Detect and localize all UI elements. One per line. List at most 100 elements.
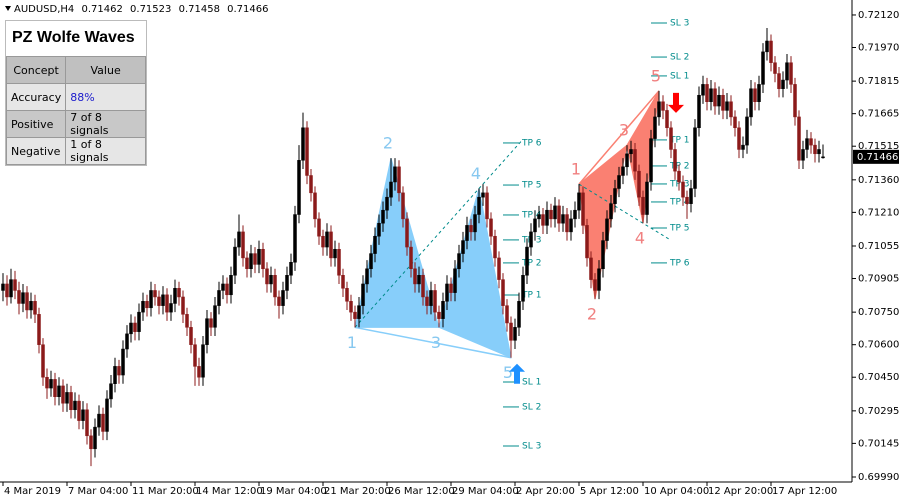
- candle-body: [505, 305, 509, 324]
- candle-body: [365, 268, 369, 285]
- candle-body: [813, 144, 817, 155]
- y-tick-label: 0.71665: [858, 109, 899, 120]
- candle-body: [637, 170, 641, 198]
- candle-body: [509, 322, 513, 341]
- candle-body: [453, 268, 457, 293]
- level-label: SL 1: [670, 71, 689, 81]
- candle-body: [161, 294, 165, 306]
- candle-body: [625, 153, 629, 168]
- candle-body: [573, 209, 577, 220]
- candle-body: [617, 175, 621, 189]
- open-value: 0.71462: [81, 4, 122, 15]
- candle-body: [37, 314, 41, 345]
- candle-body: [517, 301, 521, 328]
- candle-body: [141, 301, 145, 313]
- candle-body: [397, 166, 401, 194]
- candle-body: [665, 110, 669, 129]
- candle-body: [669, 127, 673, 150]
- candle-body: [493, 235, 497, 259]
- y-tick-label: 0.71055: [858, 241, 899, 252]
- candle-body: [765, 40, 769, 53]
- level-label: TP 1: [669, 135, 690, 145]
- candle-body: [5, 283, 9, 298]
- candle-body: [449, 283, 453, 293]
- candle-body: [33, 301, 37, 315]
- candle-body: [425, 296, 429, 306]
- candle-body: [9, 279, 13, 298]
- candle-body: [257, 248, 261, 265]
- candle-body: [785, 62, 789, 81]
- candle-body: [45, 376, 49, 389]
- level-label: SL 3: [522, 441, 541, 451]
- candle-body: [769, 40, 773, 63]
- x-tick-label: 19 Mar 04:00: [260, 486, 327, 497]
- y-tick-label: 0.70600: [858, 340, 899, 351]
- wave-base: [354, 326, 512, 359]
- candle-body: [501, 279, 505, 306]
- candle-body: [185, 314, 189, 328]
- high-value: 0.71523: [130, 4, 171, 15]
- candle-body: [417, 275, 421, 285]
- candle-body: [661, 101, 665, 111]
- menu-triangle[interactable]: [5, 6, 11, 11]
- x-tick-label: 2 Apr 20:00: [516, 486, 575, 497]
- candle-body: [21, 292, 25, 304]
- panel-title: PZ Wolfe Waves: [12, 29, 135, 46]
- low-value: 0.71458: [179, 4, 220, 15]
- candle-body: [797, 116, 801, 161]
- candle-body: [109, 383, 113, 400]
- candle-body: [269, 275, 273, 285]
- candle-body: [749, 88, 753, 118]
- symbol: AUDUSD,H4: [14, 4, 74, 15]
- candle-body: [73, 400, 77, 411]
- candle-body: [85, 409, 89, 437]
- candle-body: [429, 290, 433, 306]
- candle-body: [733, 116, 737, 129]
- candle-body: [773, 62, 777, 74]
- candle-body: [49, 379, 53, 389]
- candle-body: [273, 275, 277, 298]
- candle-body: [69, 392, 73, 411]
- chart-header: AUDUSD,H4 0.71462 0.71523 0.71458 0.7146…: [14, 4, 268, 15]
- candle-body: [325, 231, 329, 248]
- candle-body: [537, 214, 541, 220]
- candle-body: [177, 288, 181, 298]
- candle-body: [685, 196, 689, 204]
- candle-body: [709, 88, 713, 102]
- candle-body: [281, 290, 285, 306]
- candle-body: [753, 88, 757, 102]
- candle-body: [349, 301, 353, 313]
- candle-body: [213, 305, 217, 328]
- y-tick-label: 0.71360: [858, 175, 899, 186]
- candle-body: [225, 283, 229, 296]
- candle-body: [521, 275, 525, 302]
- value-cell: 88%: [65, 83, 146, 111]
- x-tick-label: 5 Apr 12:00: [580, 486, 639, 497]
- candle-body: [565, 214, 569, 233]
- candle-body: [221, 283, 225, 291]
- candle-body: [377, 222, 381, 237]
- candle-body: [25, 292, 29, 311]
- candle-body: [53, 379, 57, 397]
- candle-body: [569, 218, 573, 233]
- x-tick-label: 11 Mar 20:00: [132, 486, 199, 497]
- candle-body: [805, 138, 809, 150]
- y-tick-label: 0.71815: [858, 76, 899, 87]
- candle-body: [285, 275, 289, 291]
- candle-body: [361, 283, 365, 306]
- x-tick-label: 10 Apr 04:00: [644, 486, 709, 497]
- level-label: TP 5: [669, 223, 690, 233]
- candle-body: [441, 301, 445, 319]
- candle-body: [541, 214, 545, 226]
- candle-body: [437, 311, 441, 319]
- candle-body: [229, 275, 233, 296]
- candle-body: [621, 166, 625, 176]
- candle-body: [77, 400, 81, 421]
- candle-body: [561, 214, 565, 224]
- candle-body: [341, 275, 345, 289]
- candle-body: [801, 149, 805, 161]
- y-tick-label: 0.70295: [858, 406, 899, 417]
- candle-body: [781, 79, 785, 89]
- x-tick-label: 26 Mar 12:00: [388, 486, 455, 497]
- candle-body: [17, 290, 21, 304]
